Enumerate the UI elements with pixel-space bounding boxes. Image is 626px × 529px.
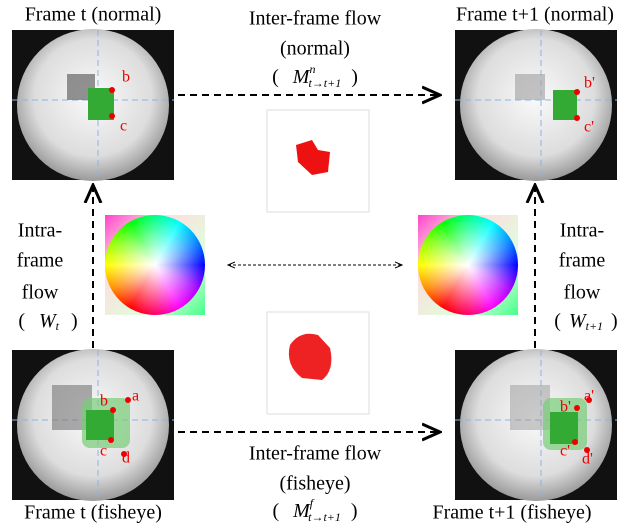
point-label: b: [122, 69, 130, 86]
frame-label: Frame t+1 (fisheye): [432, 502, 591, 524]
point-label: c: [120, 118, 127, 135]
flow-mode: (normal): [280, 38, 350, 60]
diagram: Frame t (normal) Frame t+1 (normal) Fram…: [0, 0, 626, 529]
flow-title: Intra-: [18, 220, 62, 242]
point-label: a': [584, 388, 594, 405]
flow-symbol: (Wt): [18, 310, 77, 333]
diagram-canvas: Frame t (normal) Frame t+1 (normal) Fram…: [0, 0, 626, 529]
point-label: b': [584, 75, 595, 92]
flow-image: [267, 312, 369, 414]
frame-image: [455, 29, 617, 181]
flow-title: frame: [559, 250, 606, 272]
point-label: b': [560, 399, 571, 416]
flow-title: Intra-: [560, 220, 604, 242]
flow-title: Inter-frame flow: [249, 8, 382, 30]
frame-image: [12, 29, 174, 181]
frame-label: Frame t (fisheye): [24, 502, 162, 524]
point-label: b: [100, 393, 108, 410]
point-label: c': [584, 119, 594, 136]
frame-image: [455, 349, 617, 501]
frame-image: [12, 349, 174, 501]
point-label: d': [582, 451, 593, 468]
flow-title: flow: [22, 282, 59, 304]
frame-label: Frame t (normal): [25, 4, 162, 26]
frame-label: Frame t+1 (normal): [456, 4, 614, 26]
flow-symbol: (Wt+1): [554, 310, 617, 333]
flow-title: frame: [17, 250, 64, 272]
flow-title: Inter-frame flow: [249, 443, 382, 465]
point-label: c': [560, 443, 570, 460]
flow-mode: (fisheye): [279, 473, 350, 495]
flow-image: [267, 110, 369, 212]
point-label: c: [100, 443, 107, 460]
flow-title: flow: [564, 282, 601, 304]
point-label: d: [122, 450, 130, 467]
point-label: a: [132, 388, 139, 405]
